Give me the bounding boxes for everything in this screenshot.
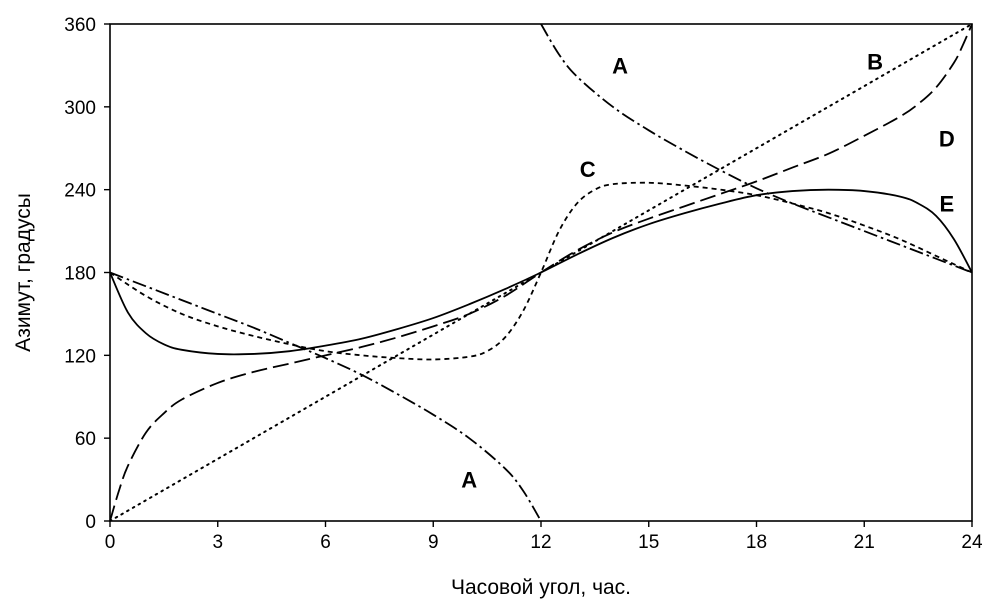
- y-tick-label: 300: [64, 98, 96, 119]
- series-label-c: C: [580, 157, 596, 182]
- x-tick-label: 24: [961, 532, 983, 553]
- x-tick-label: 3: [212, 532, 223, 553]
- y-tick-label: 120: [64, 346, 96, 367]
- x-tick-label: 9: [428, 532, 439, 553]
- series-line-e: [109, 188, 973, 356]
- x-tick-label: 15: [638, 532, 659, 553]
- x-tick-label: 18: [746, 532, 767, 553]
- series-label-a: A: [612, 53, 628, 78]
- x-tick-label: 6: [320, 532, 331, 553]
- y-tick-label: 60: [75, 429, 96, 450]
- y-tick-label: 240: [64, 181, 96, 202]
- x-tick-label: 21: [854, 532, 875, 553]
- y-tick-label: 0: [85, 512, 96, 533]
- series-label-e: E: [940, 191, 955, 216]
- series-line-a: [540, 23, 973, 274]
- x-tick-label: 12: [530, 532, 551, 553]
- y-tick-label: 180: [64, 264, 96, 285]
- x-tick-label: 0: [105, 532, 116, 553]
- y-tick-label: 360: [64, 15, 96, 36]
- series-label-b: B: [867, 49, 883, 74]
- series-line-a: [109, 271, 542, 522]
- x-axis-title: Часовой угол, час.: [451, 576, 631, 599]
- series-line-c: [109, 181, 973, 361]
- series-label-a: A: [461, 468, 477, 493]
- annotations-group: A A B C D E: [461, 49, 955, 492]
- series-label-d: D: [939, 127, 955, 152]
- series-group: [109, 23, 973, 522]
- y-axis-title: Азимут, градусы: [12, 193, 35, 352]
